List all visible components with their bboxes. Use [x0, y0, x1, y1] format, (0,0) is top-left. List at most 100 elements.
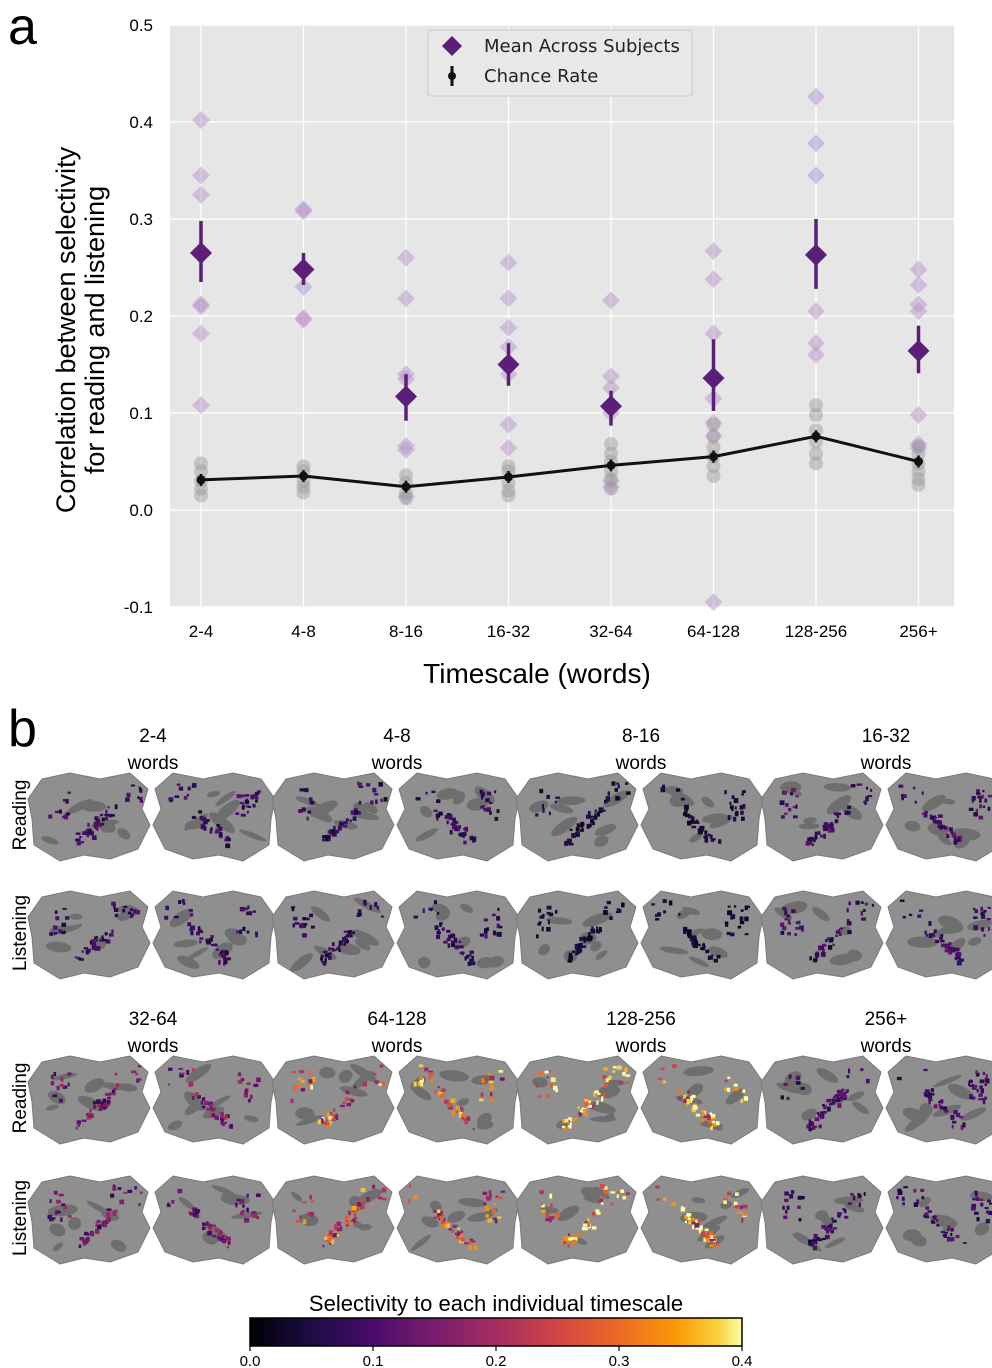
activation-voxel	[438, 811, 443, 816]
activation-voxel	[797, 1205, 801, 1209]
activation-voxel	[220, 1117, 225, 1120]
activation-voxel	[603, 1082, 608, 1088]
activation-voxel	[971, 798, 974, 803]
activation-voxel	[704, 837, 709, 843]
activation-voxel	[446, 813, 451, 816]
activation-voxel	[787, 918, 791, 924]
sulcus	[45, 941, 72, 953]
activation-voxel	[863, 800, 867, 804]
activation-voxel	[955, 1234, 960, 1239]
subject-diamond	[499, 415, 518, 434]
activation-voxel	[199, 940, 202, 944]
activation-voxel	[812, 837, 816, 843]
activation-voxel	[729, 801, 732, 805]
panel-letter-a: a	[8, 0, 37, 56]
activation-voxel	[863, 1192, 866, 1196]
sulcus	[590, 941, 602, 952]
activation-voxel	[917, 914, 922, 918]
activation-voxel	[537, 1071, 543, 1076]
activation-voxel	[784, 918, 788, 921]
panel-letter-b: b	[8, 700, 37, 758]
activation-voxel	[122, 908, 126, 913]
sulcus	[110, 1239, 127, 1252]
activation-voxel	[171, 1200, 175, 1204]
activation-voxel	[788, 922, 792, 925]
activation-voxel	[212, 1235, 216, 1238]
activation-voxel	[695, 1219, 698, 1224]
activation-voxel	[865, 786, 869, 790]
activation-voxel	[564, 841, 569, 846]
activation-voxel	[113, 1087, 117, 1091]
colorbar-ticks: 0.0 0.1 0.2 0.3 0.4	[240, 1346, 752, 1368]
legend: Mean Across Subjects Chance Rate	[427, 29, 693, 97]
activation-voxel	[975, 1070, 978, 1074]
activation-voxel	[336, 1221, 342, 1226]
activation-voxel	[53, 1190, 58, 1195]
activation-voxel	[984, 1096, 987, 1100]
sulcus	[363, 802, 378, 815]
activation-voxel	[822, 825, 827, 828]
activation-voxel	[687, 929, 692, 933]
sulcus	[823, 783, 851, 792]
chance-subject-point	[296, 485, 311, 500]
activation-voxel	[794, 933, 797, 936]
activation-voxel	[59, 809, 63, 814]
activation-voxel	[101, 936, 104, 940]
activation-voxel	[246, 1193, 249, 1198]
sulcus	[701, 928, 723, 941]
activation-voxel	[189, 928, 193, 931]
activation-voxel	[548, 1218, 552, 1223]
activation-voxel	[191, 783, 197, 788]
sulcus	[967, 919, 992, 931]
activation-voxel	[688, 815, 693, 818]
activation-voxel	[824, 1104, 827, 1109]
sulcus	[67, 923, 83, 932]
subject-diamond	[192, 297, 210, 316]
activation-voxel	[210, 827, 213, 831]
activation-voxel	[380, 798, 383, 803]
activation-voxel	[928, 933, 934, 937]
activation-voxel	[244, 1089, 248, 1094]
chance-subject-point	[296, 459, 311, 474]
activation-voxel	[583, 1112, 588, 1116]
activation-voxel	[99, 1103, 104, 1108]
activation-voxel	[123, 905, 128, 909]
activation-voxel	[52, 1094, 58, 1098]
sulcus	[460, 903, 474, 913]
sulcus	[825, 1237, 846, 1248]
activation-voxel	[320, 954, 324, 959]
activation-voxel	[588, 932, 591, 937]
activation-voxel	[468, 954, 472, 957]
sulcus	[932, 1074, 962, 1088]
activation-voxel	[357, 811, 361, 815]
activation-voxel	[484, 934, 488, 939]
mean-diamond	[702, 367, 725, 390]
activation-voxel	[596, 926, 599, 932]
subject-diamond	[704, 413, 723, 432]
activation-voxel	[937, 814, 943, 818]
activation-voxel	[816, 1111, 820, 1115]
activation-voxel	[424, 1067, 429, 1072]
activation-voxel	[698, 1102, 701, 1105]
activation-voxel	[742, 1089, 746, 1094]
activation-voxel	[929, 1093, 935, 1096]
activation-voxel	[726, 1191, 732, 1196]
subject-diamond	[294, 200, 313, 219]
activation-voxel	[817, 945, 822, 951]
sulcus	[290, 953, 313, 972]
activation-voxel	[332, 825, 336, 831]
activation-voxel	[463, 827, 468, 831]
colorbar-tick-label: 0.2	[486, 1353, 507, 1368]
activation-voxel	[781, 926, 787, 931]
activation-voxel	[496, 915, 501, 921]
activation-voxel	[683, 929, 687, 934]
row-label: Reading	[10, 780, 31, 851]
subject-diamond	[397, 487, 415, 506]
activation-voxel	[351, 1205, 357, 1211]
activation-voxel	[301, 1080, 305, 1083]
activation-voxel	[243, 1092, 249, 1098]
activation-voxel	[480, 793, 485, 797]
sulcus	[290, 1191, 303, 1202]
activation-voxel	[419, 1078, 424, 1083]
activation-voxel	[548, 811, 551, 816]
